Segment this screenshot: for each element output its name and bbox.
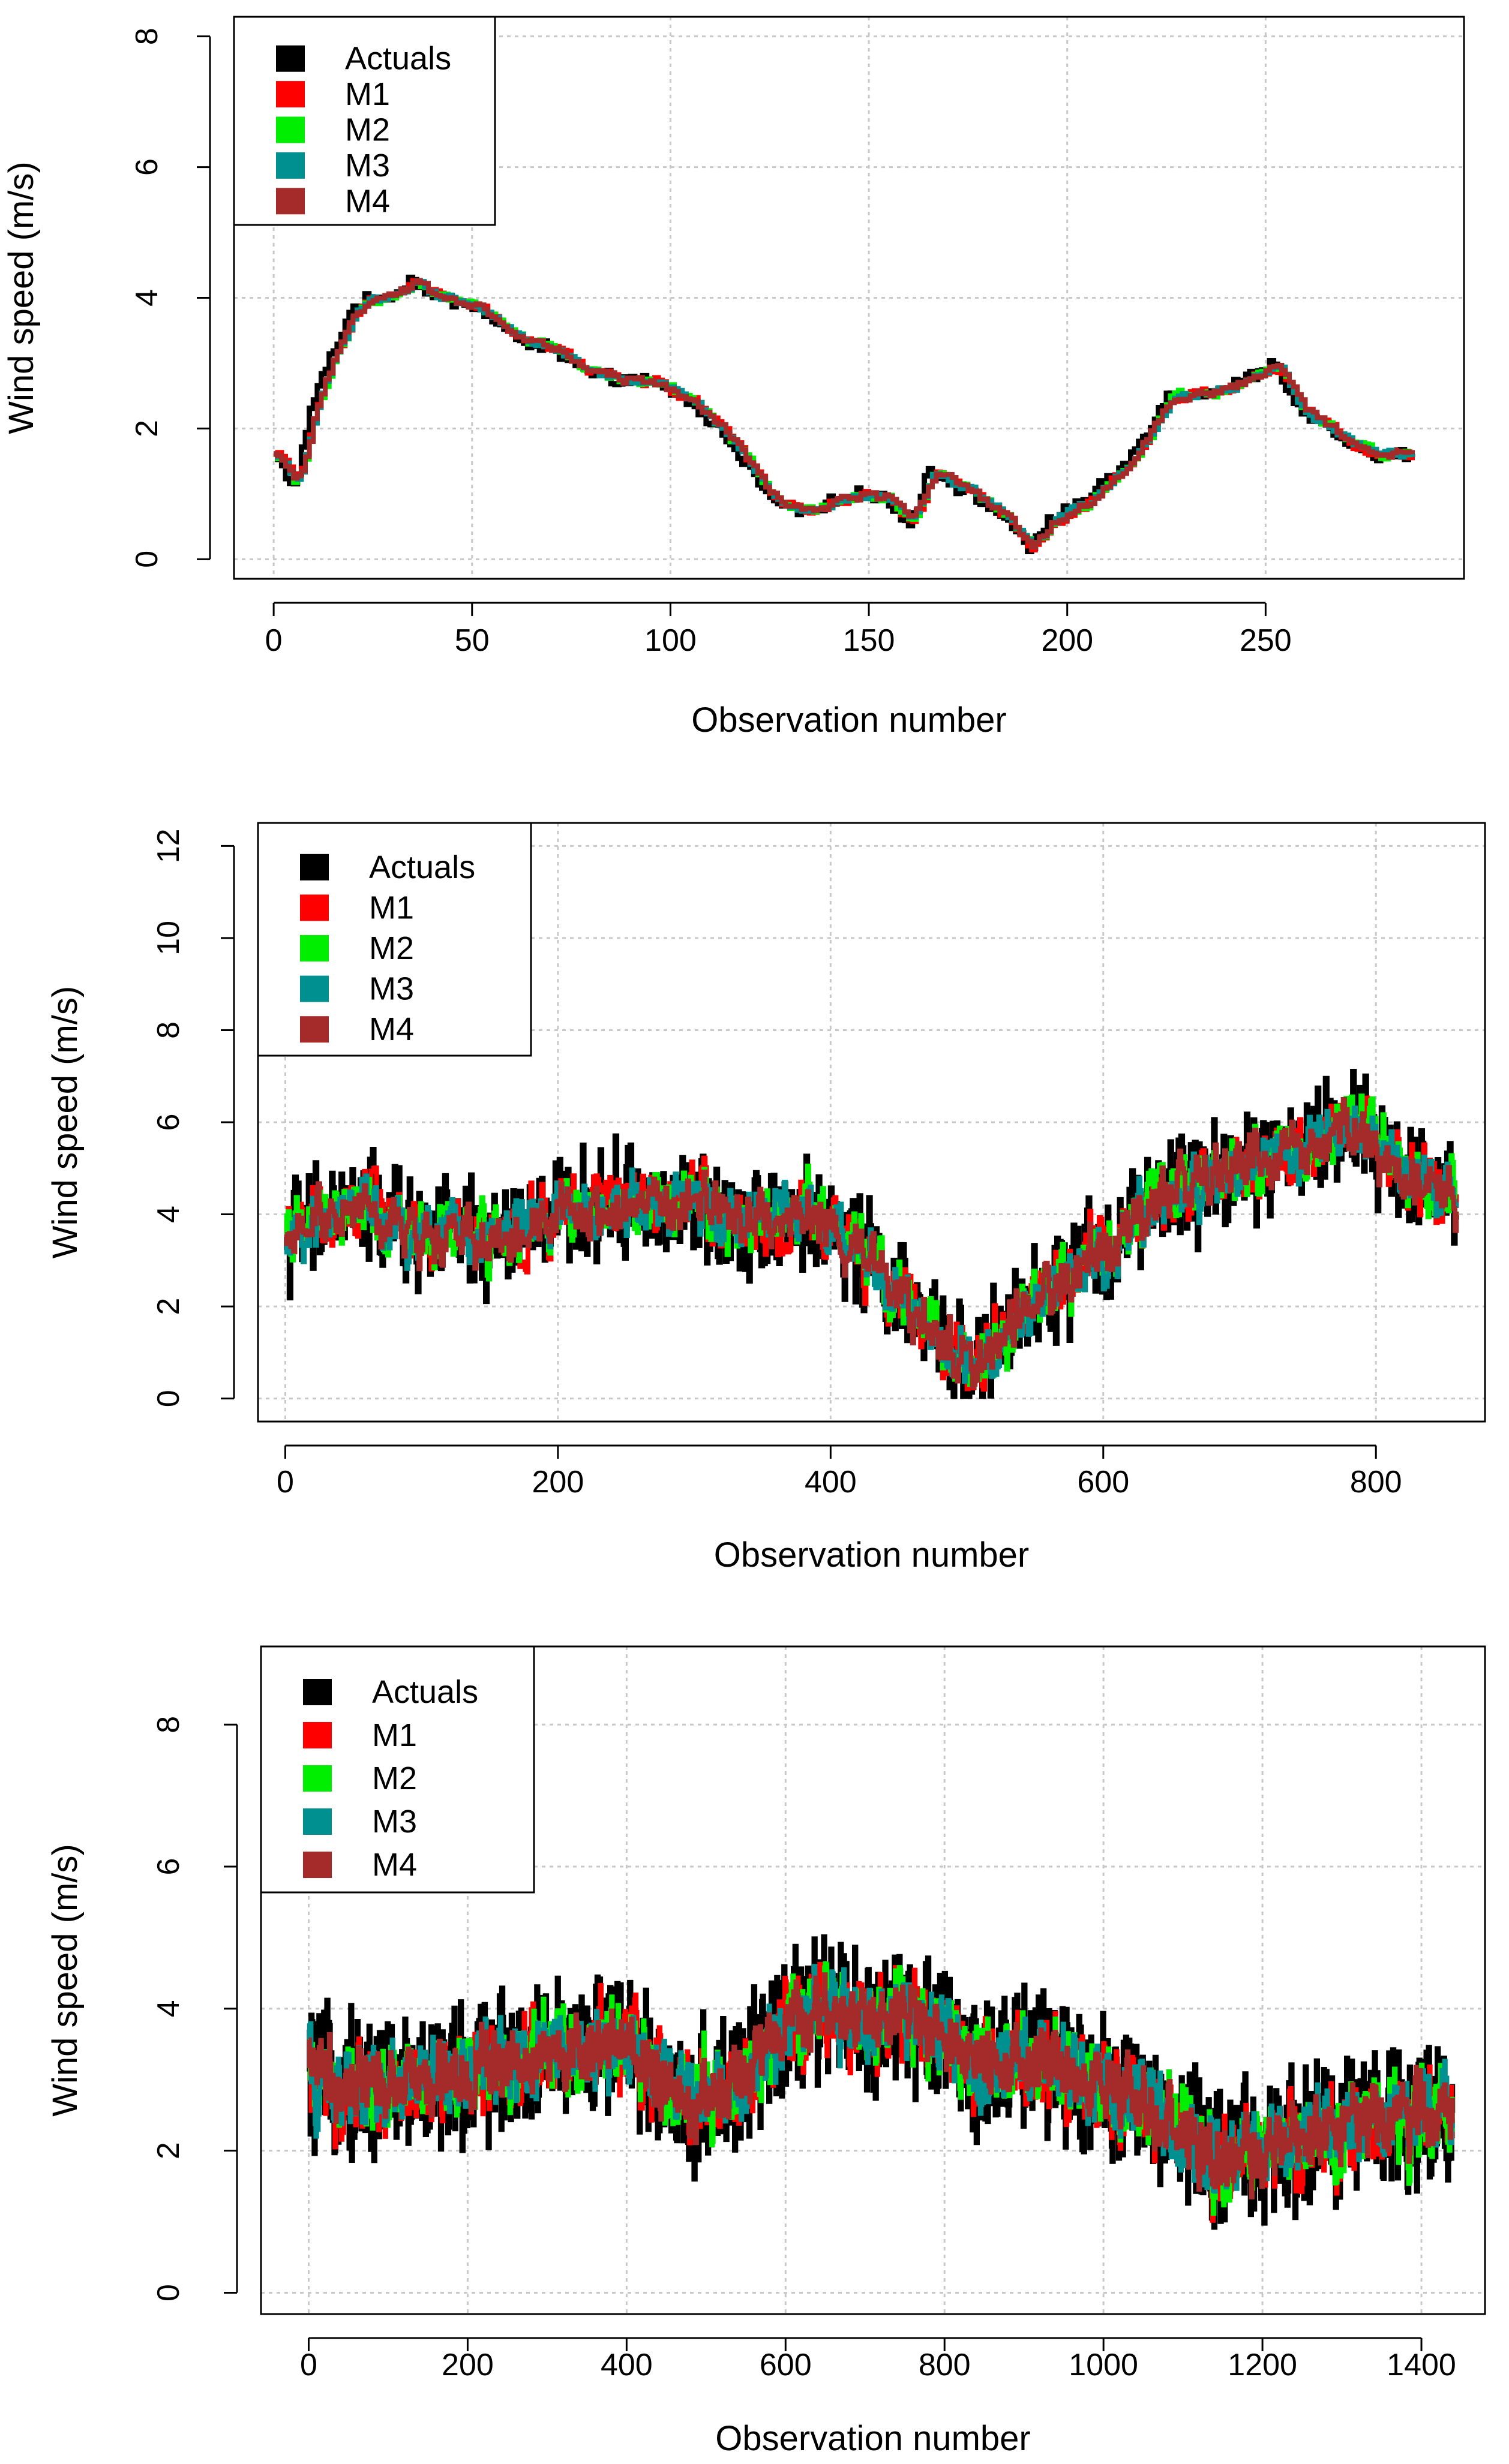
legend-swatch-m4 bbox=[303, 1852, 332, 1878]
x-tick-label: 400 bbox=[601, 2348, 653, 2382]
y-tick-label: 6 bbox=[130, 158, 164, 176]
x-tick-label: 150 bbox=[843, 623, 895, 658]
plot-frame bbox=[233, 16, 1465, 580]
x-tick-label: 1000 bbox=[1069, 2348, 1138, 2382]
legend-label-m3: M3 bbox=[345, 148, 390, 184]
x-tick-label: 0 bbox=[277, 1465, 294, 1500]
y-axis-title: Wind speed (m/s) bbox=[46, 986, 85, 1258]
x-tick-label: 800 bbox=[919, 2348, 971, 2382]
series-line-actuals bbox=[274, 274, 1415, 554]
legend-label-m1: M1 bbox=[372, 1717, 417, 1753]
legend-label-actuals: Actuals bbox=[372, 1674, 478, 1710]
series-line-m4 bbox=[274, 278, 1415, 550]
chart-panel-2: 0 200 400 600 800 0 2 4 6 8 10 12 Observation number… bbox=[46, 822, 1486, 1574]
legend-label-m3: M3 bbox=[369, 971, 414, 1007]
y-axis-title: Wind speed (m/s) bbox=[46, 1844, 85, 2116]
x-tick-label: 400 bbox=[805, 1465, 857, 1500]
legend-swatch-m3 bbox=[276, 152, 305, 179]
legend-swatch-actuals bbox=[276, 45, 305, 72]
legend-swatch-m1 bbox=[303, 1722, 332, 1748]
legend-label-m2: M2 bbox=[369, 930, 414, 966]
y-tick-label: 0 bbox=[151, 2284, 186, 2301]
chart-panel-3: 0 200 400 600 800 1000 1200 1400 0 2 4 6 8 Observatio… bbox=[46, 1645, 1486, 2458]
x-tick-label: 1400 bbox=[1387, 2348, 1456, 2382]
x-tick-label: 1200 bbox=[1228, 2348, 1297, 2382]
legend: Actuals M1 M2 M3 M4 bbox=[260, 1645, 535, 1894]
x-tick-label: 0 bbox=[300, 2348, 317, 2382]
legend-swatch-m4 bbox=[276, 188, 305, 215]
chart-panel-1: 0 50 100 150 200 250 0 2 4 6 8 Observation number Wi… bbox=[2, 16, 1465, 740]
series-line-m4 bbox=[307, 1972, 1455, 2199]
legend-swatch-m1 bbox=[276, 81, 305, 108]
x-tick-label: 800 bbox=[1350, 1465, 1402, 1500]
legend-label-m4: M4 bbox=[372, 1847, 417, 1883]
x-tick-label: 50 bbox=[455, 623, 490, 658]
legend-swatch-m2 bbox=[276, 116, 305, 143]
y-tick-label: 8 bbox=[151, 1021, 186, 1039]
x-tick-label: 100 bbox=[644, 623, 697, 658]
series-line-m4 bbox=[284, 1097, 1459, 1389]
legend-swatch-m1 bbox=[300, 894, 329, 921]
series-line-m2 bbox=[274, 280, 1415, 549]
y-tick-label: 6 bbox=[151, 1858, 186, 1876]
legend-swatch-m3 bbox=[303, 1808, 332, 1835]
x-tick-label: 600 bbox=[1077, 1465, 1129, 1500]
legend-swatch-m4 bbox=[300, 1016, 329, 1043]
legend-label-m2: M2 bbox=[345, 112, 390, 148]
y-tick-label: 8 bbox=[130, 28, 164, 45]
x-tick-label: 200 bbox=[1041, 623, 1093, 658]
y-tick-label: 0 bbox=[151, 1390, 186, 1407]
legend-label-m1: M1 bbox=[369, 890, 414, 925]
x-axis-title: Observation number bbox=[714, 1536, 1029, 1574]
y-tick-label: 12 bbox=[151, 828, 186, 863]
legend-swatch-m3 bbox=[300, 975, 329, 1002]
x-tick-label: 200 bbox=[532, 1465, 584, 1500]
plot-frame bbox=[260, 1645, 1486, 2315]
legend-label-m4: M4 bbox=[369, 1011, 414, 1047]
legend-swatch-actuals bbox=[300, 854, 329, 881]
y-tick-label: 2 bbox=[130, 420, 164, 437]
x-axis-title: Observation number bbox=[691, 701, 1006, 740]
series-line-m3 bbox=[274, 279, 1415, 549]
x-tick-label: 0 bbox=[265, 623, 283, 658]
legend-label-actuals: Actuals bbox=[345, 41, 451, 77]
legend-label-m1: M1 bbox=[345, 76, 390, 112]
legend: Actuals M1 M2 M3 M4 bbox=[257, 822, 532, 1057]
x-tick-label: 600 bbox=[760, 2348, 812, 2382]
x-tick-label: 200 bbox=[442, 2348, 494, 2382]
x-axis-title: Observation number bbox=[715, 2419, 1030, 2458]
y-tick-label: 10 bbox=[151, 921, 186, 955]
y-tick-label: 4 bbox=[130, 289, 164, 307]
y-tick-label: 8 bbox=[151, 1716, 186, 1733]
y-tick-label: 2 bbox=[151, 2142, 186, 2159]
series-line-m1 bbox=[274, 278, 1415, 552]
y-tick-label: 6 bbox=[151, 1114, 186, 1131]
legend-swatch-actuals bbox=[303, 1679, 332, 1705]
legend-label-m2: M2 bbox=[372, 1760, 417, 1796]
plot-frame bbox=[257, 822, 1486, 1423]
y-tick-label: 2 bbox=[151, 1298, 186, 1315]
legend-swatch-m2 bbox=[300, 935, 329, 961]
legend-label-m4: M4 bbox=[345, 183, 390, 219]
legend-swatch-m2 bbox=[303, 1765, 332, 1792]
y-axis-title: Wind speed (m/s) bbox=[2, 161, 41, 434]
legend-label-m3: M3 bbox=[372, 1804, 417, 1840]
legend-label-actuals: Actuals bbox=[369, 849, 475, 885]
x-tick-label: 250 bbox=[1240, 623, 1292, 658]
y-tick-label: 4 bbox=[151, 1206, 186, 1223]
y-tick-label: 0 bbox=[130, 551, 164, 568]
y-tick-label: 4 bbox=[151, 2000, 186, 2017]
